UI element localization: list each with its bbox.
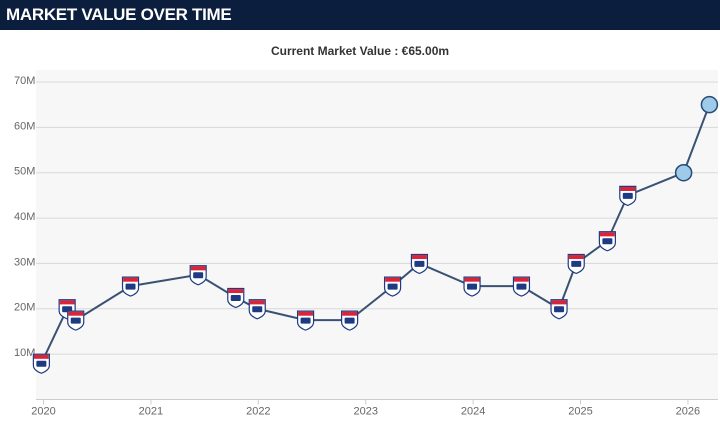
crest-emblem	[230, 294, 241, 301]
y-tick-label: 30M	[14, 256, 35, 268]
x-tick-label: 2026	[676, 405, 700, 417]
crest-band	[514, 277, 529, 282]
x-tick-label: 2025	[568, 405, 592, 417]
crest-emblem	[622, 192, 633, 199]
x-tick-label: 2020	[31, 405, 55, 417]
y-tick-label: 40M	[14, 211, 35, 223]
y-tick-label: 60M	[14, 120, 35, 132]
crest-band	[464, 277, 480, 282]
x-tick-label: 2023	[353, 405, 377, 417]
x-tick-label: 2021	[139, 405, 163, 417]
crest-band	[33, 354, 49, 359]
crest-band	[123, 277, 138, 282]
crest-band	[620, 186, 636, 191]
crest-band	[68, 311, 84, 316]
crest-emblem	[467, 283, 478, 290]
crest-band	[228, 289, 244, 294]
crest-emblem	[516, 283, 527, 290]
crest-emblem	[36, 360, 47, 367]
crest-emblem	[252, 306, 263, 313]
crest-emblem	[193, 272, 204, 279]
x-tick-label: 2022	[246, 405, 270, 417]
crest-emblem	[554, 306, 565, 313]
crest-emblem	[344, 317, 355, 324]
chart: Current Market Value : €65.00m 10M 20M 30M…	[14, 44, 719, 417]
crest-band	[385, 277, 400, 282]
club-crest-marker	[674, 163, 693, 182]
crest-band	[342, 311, 358, 316]
y-tick-label: 10M	[14, 347, 35, 359]
crest-emblem	[571, 260, 582, 267]
y-tick-label: 20M	[14, 302, 35, 314]
header-title: MARKET VALUE OVER TIME	[0, 0, 720, 30]
crest-emblem	[70, 317, 81, 324]
crest-emblem	[300, 317, 311, 324]
y-tick-label: 50M	[14, 166, 35, 178]
x-tick-label: 2024	[461, 405, 485, 417]
crest-emblem	[387, 283, 398, 290]
crest-band	[568, 255, 584, 260]
crest-band	[59, 300, 75, 305]
crest-emblem	[125, 283, 136, 290]
crest-band	[249, 300, 265, 305]
chart-subtitle: Current Market Value : €65.00m	[271, 44, 449, 58]
crest-band	[599, 232, 615, 237]
crest-emblem	[414, 260, 425, 267]
crest-band	[190, 266, 206, 271]
crest-emblem	[602, 238, 613, 245]
crest-band	[298, 311, 313, 316]
y-tick-label: 70M	[14, 75, 35, 87]
crest-band	[551, 300, 567, 305]
club-crest-marker	[700, 95, 719, 114]
crest-band	[412, 255, 427, 260]
